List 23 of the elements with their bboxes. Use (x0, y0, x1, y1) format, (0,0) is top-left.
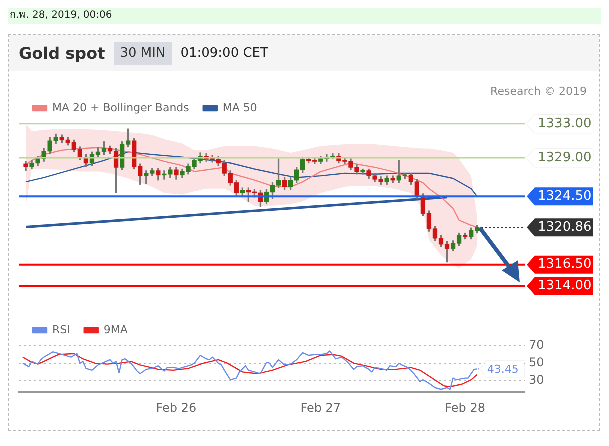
text: 01:09:00 CET (180, 46, 268, 60)
y-tick-label: 1333.00 (538, 116, 592, 132)
candlestick (24, 161, 28, 172)
y-tick-label: 1324.50 (538, 188, 592, 204)
legend-label: RSI (52, 323, 70, 336)
legend-label: MA 20 + Bollinger Bands (52, 101, 190, 114)
x-tick-label: Feb 26 (156, 400, 197, 415)
y-tick-label: 30 (529, 373, 544, 388)
legend-label: MA 50 (222, 101, 258, 114)
chart-title: Gold spot (19, 44, 106, 62)
text: ก.พ. 28, 2019, 00:06 (8, 8, 601, 24)
y-tick-label: 1316.50 (538, 257, 592, 272)
legend-label: 9MA (104, 323, 128, 336)
text: Research © 2019 (490, 85, 587, 98)
chart-subtitle: 30 MIN (114, 42, 172, 64)
y-tick-label: 1320.86 (538, 220, 592, 236)
y-tick-label: 1314.00 (538, 278, 592, 294)
y-tick-label: 50 (529, 356, 544, 370)
x-tick-label: Feb 27 (300, 400, 342, 415)
y-tick-label: 70 (529, 338, 544, 352)
annotation: 43.45 (487, 363, 519, 376)
x-tick-label: Feb 28 (445, 400, 486, 415)
y-tick-label: 1329.00 (538, 150, 592, 166)
